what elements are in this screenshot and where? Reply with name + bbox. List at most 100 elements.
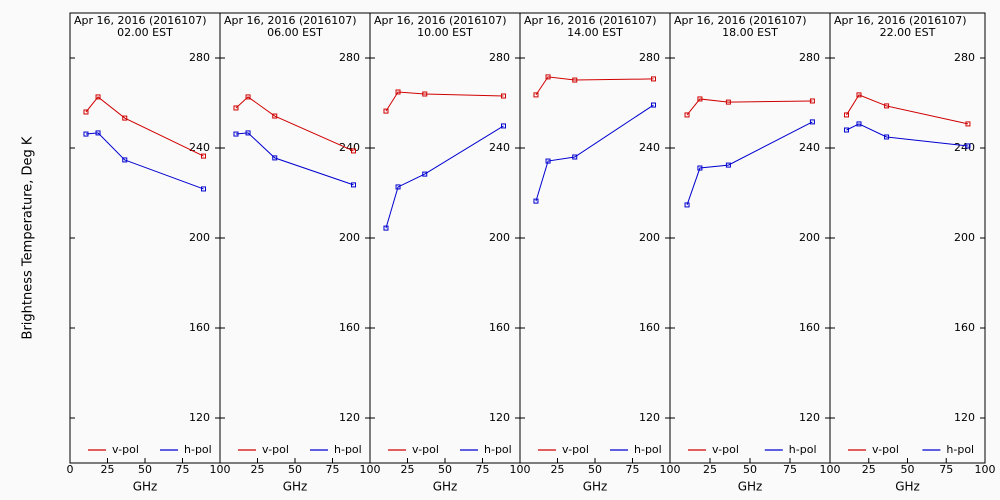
y-tick-label: 200 — [639, 231, 660, 244]
series-line — [85, 96, 204, 157]
x-tick-label: 100 — [210, 463, 231, 476]
panel-subtitle: 14.00 EST — [567, 26, 623, 39]
y-tick-label: 200 — [954, 231, 975, 244]
y-tick-label: 120 — [189, 411, 210, 424]
panel-subtitle: 06.00 EST — [267, 26, 323, 39]
y-tick-label: 280 — [339, 51, 360, 64]
panel-subtitle: 22.00 EST — [880, 26, 936, 39]
x-axis-label: GHz — [583, 480, 608, 494]
x-tick-label: 50 — [901, 463, 915, 476]
series-line — [85, 132, 204, 190]
point-marker — [856, 92, 862, 98]
y-tick-label: 160 — [639, 321, 660, 334]
panel-title: Apr 16, 2016 (2016107) — [374, 14, 507, 27]
legend-label: v-pol — [262, 443, 289, 456]
series-line — [535, 104, 654, 202]
x-tick-label: 50 — [138, 463, 152, 476]
x-tick-label: 50 — [438, 463, 452, 476]
legend-label: h-pol — [946, 443, 974, 456]
x-tick-label: 25 — [251, 463, 265, 476]
y-tick-label: 120 — [489, 411, 510, 424]
point-marker — [122, 157, 128, 163]
series-line — [686, 121, 813, 206]
point-marker — [383, 108, 389, 114]
point-marker — [965, 143, 971, 149]
point-marker — [422, 91, 428, 97]
legend-label: v-pol — [712, 443, 739, 456]
point-marker — [965, 121, 971, 127]
y-tick-label: 280 — [799, 51, 820, 64]
y-tick-label: 280 — [639, 51, 660, 64]
series-line — [235, 96, 354, 152]
series-line — [535, 76, 654, 96]
legend-label: h-pol — [484, 443, 512, 456]
legend-label: v-pol — [872, 443, 899, 456]
point-marker — [884, 103, 890, 109]
point-marker — [201, 186, 206, 192]
y-tick-label: 200 — [339, 231, 360, 244]
point-marker — [83, 131, 89, 137]
x-tick-label: 75 — [326, 463, 340, 476]
point-marker — [245, 94, 251, 100]
point-marker — [545, 158, 551, 164]
y-tick-label: 120 — [639, 411, 660, 424]
x-tick-label: 75 — [939, 463, 953, 476]
legend-label: v-pol — [112, 443, 139, 456]
series-line — [385, 125, 504, 229]
x-axis-label: GHz — [895, 480, 920, 494]
point-marker — [844, 112, 850, 118]
point-marker — [684, 202, 690, 208]
x-tick-label: 25 — [401, 463, 415, 476]
x-tick-label: 25 — [101, 463, 115, 476]
y-tick-label: 240 — [639, 141, 660, 154]
point-marker — [383, 225, 389, 231]
y-tick-label: 280 — [189, 51, 210, 64]
panel-subtitle: 18.00 EST — [722, 26, 778, 39]
y-tick-label: 120 — [954, 411, 975, 424]
panel-subtitle: 10.00 EST — [417, 26, 473, 39]
point-marker — [572, 77, 578, 83]
point-marker — [122, 115, 128, 121]
point-marker — [809, 119, 815, 125]
legend-label: h-pol — [789, 443, 817, 456]
point-marker — [884, 134, 890, 140]
y-tick-label: 280 — [489, 51, 510, 64]
y-tick-label: 240 — [799, 141, 820, 154]
x-axis-label: GHz — [738, 480, 763, 494]
y-tick-label: 240 — [339, 141, 360, 154]
series-line — [846, 123, 969, 147]
y-tick-label: 160 — [489, 321, 510, 334]
point-marker — [95, 94, 101, 100]
y-axis-label: Brightness Temperature, Deg K — [21, 136, 36, 339]
point-marker — [651, 76, 656, 82]
point-marker — [422, 171, 428, 177]
point-marker — [545, 74, 551, 80]
point-marker — [856, 121, 862, 127]
x-tick-label: 25 — [551, 463, 565, 476]
y-tick-label: 120 — [339, 411, 360, 424]
legend-label: v-pol — [412, 443, 439, 456]
series-line — [846, 94, 969, 125]
point-marker — [272, 155, 278, 161]
panel-subtitle: 02.00 EST — [117, 26, 173, 39]
point-marker — [351, 148, 356, 154]
x-axis-label: GHz — [283, 480, 308, 494]
panel-title: Apr 16, 2016 (2016107) — [674, 14, 807, 27]
point-marker — [572, 154, 578, 160]
point-marker — [697, 165, 703, 171]
point-marker — [809, 98, 815, 104]
x-axis-label: GHz — [433, 480, 458, 494]
point-marker — [233, 105, 239, 111]
point-marker — [245, 130, 251, 136]
x-tick-label: 0 — [67, 463, 74, 476]
legend-label: h-pol — [634, 443, 662, 456]
y-tick-label: 160 — [189, 321, 210, 334]
point-marker — [684, 112, 690, 118]
x-tick-label: 25 — [862, 463, 876, 476]
y-tick-label: 240 — [489, 141, 510, 154]
point-marker — [233, 131, 239, 137]
point-marker — [651, 102, 656, 108]
panel-title: Apr 16, 2016 (2016107) — [524, 14, 657, 27]
point-marker — [83, 109, 89, 115]
